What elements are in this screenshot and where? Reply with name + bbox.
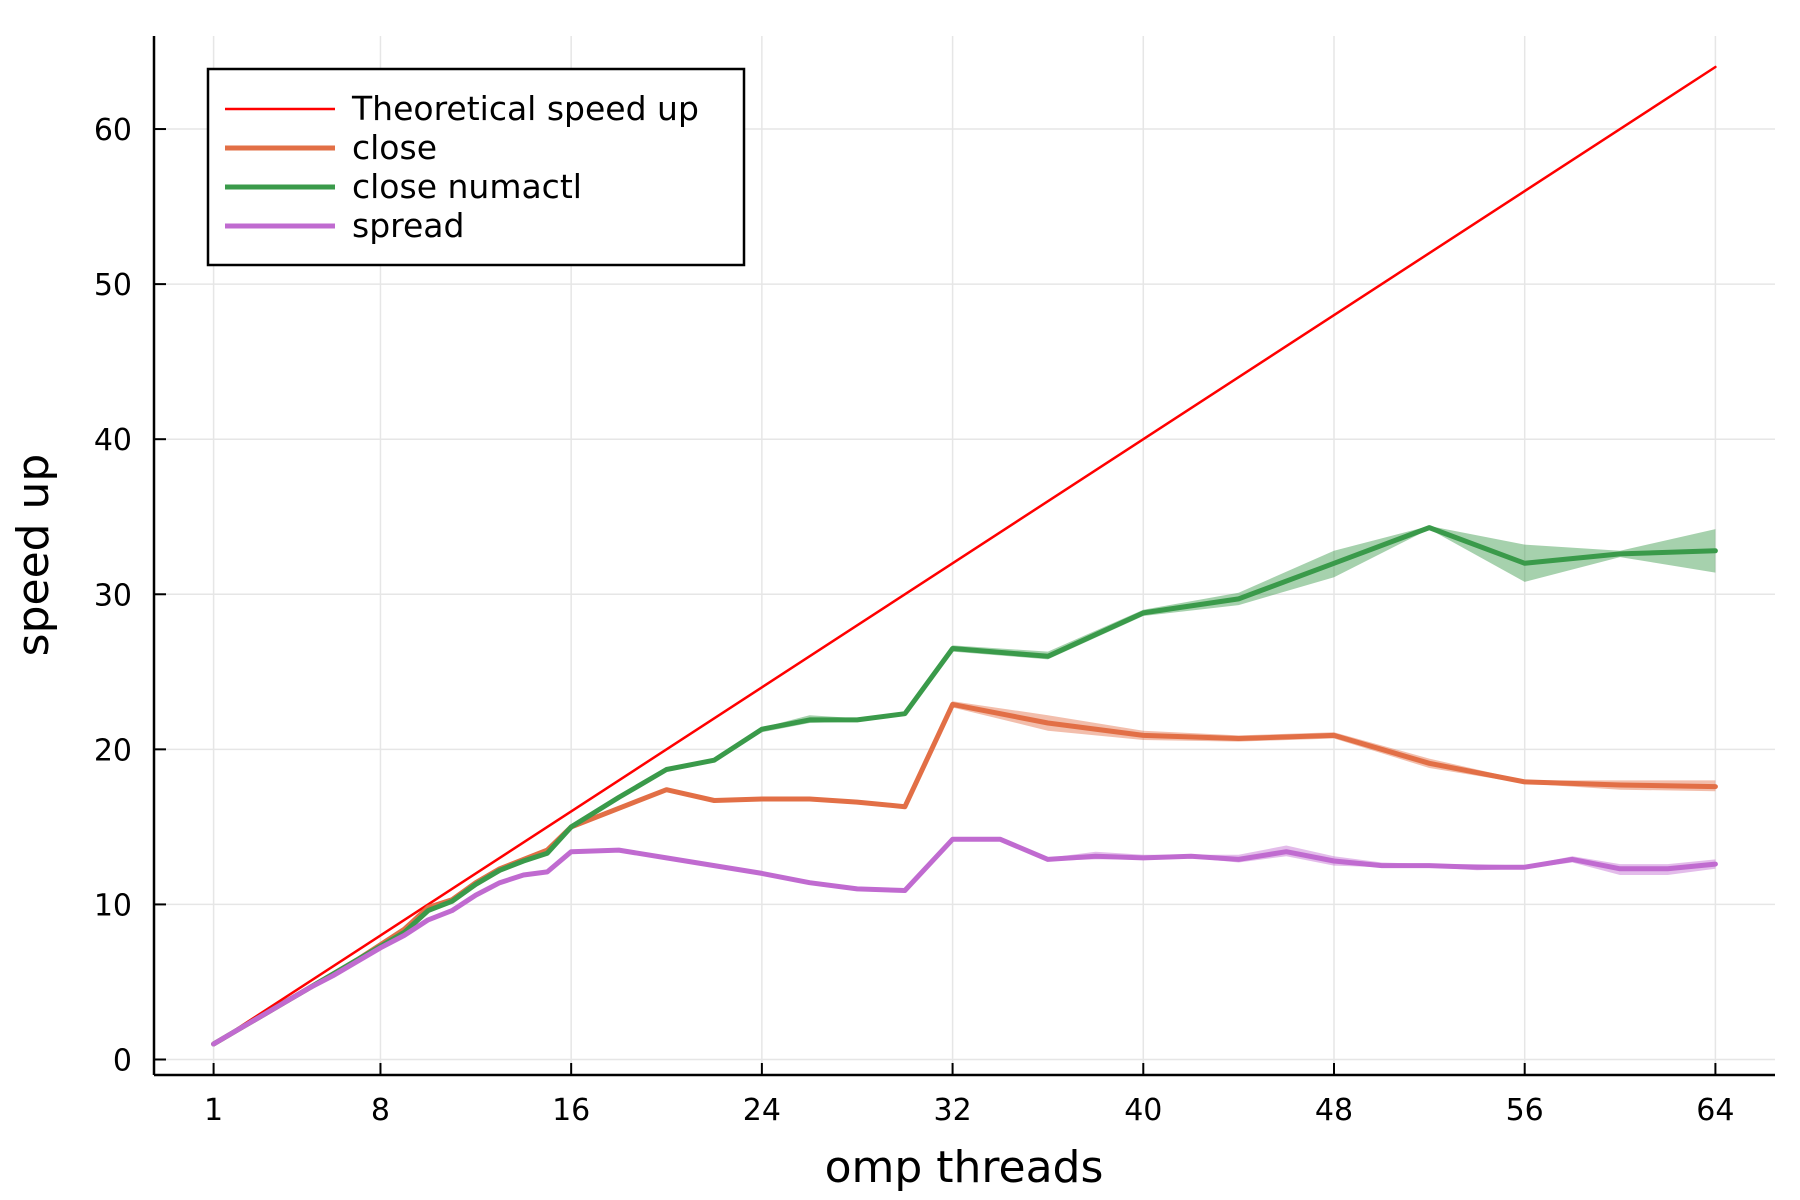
x-tick-label: 64	[1696, 1093, 1734, 1128]
legend-label-spread: spread	[352, 206, 464, 245]
x-axis-title: omp threads	[825, 1142, 1104, 1193]
axis-ticks: 1 8 16 24 32 40 48 56 64 0 10 20 30 40 50 60	[94, 113, 1735, 1128]
x-tick-label: 8	[371, 1093, 390, 1128]
legend-label-close: close	[352, 128, 437, 167]
x-tick-label: 48	[1315, 1093, 1353, 1128]
y-axis-title: speed up	[8, 454, 59, 657]
line-spread	[211, 836, 1718, 1047]
y-tick-label: 30	[94, 578, 132, 613]
legend-box	[206, 67, 746, 267]
x-tick-label: 16	[552, 1093, 590, 1128]
axes	[152, 36, 1775, 1077]
y-tick-label: 60	[94, 113, 132, 148]
x-tick-label: 24	[743, 1093, 781, 1128]
line-theoretical-speed-up	[212, 65, 1717, 1046]
y-tick-label: 0	[113, 1043, 132, 1078]
legend-label-theoretical-speed-up: Theoretical speed up	[351, 89, 699, 128]
y-tick-label: 50	[94, 268, 132, 303]
x-tick-label: 56	[1506, 1093, 1544, 1128]
y-tick-label: 20	[94, 733, 132, 768]
series-lines	[211, 65, 1718, 1047]
legend-label-close-numactl: close numactl	[352, 167, 582, 206]
x-tick-label: 40	[1124, 1093, 1162, 1128]
x-tick-label: 32	[933, 1093, 971, 1128]
y-tick-label: 10	[94, 888, 132, 923]
y-tick-label: 40	[94, 423, 132, 458]
x-tick-label: 1	[204, 1093, 223, 1128]
